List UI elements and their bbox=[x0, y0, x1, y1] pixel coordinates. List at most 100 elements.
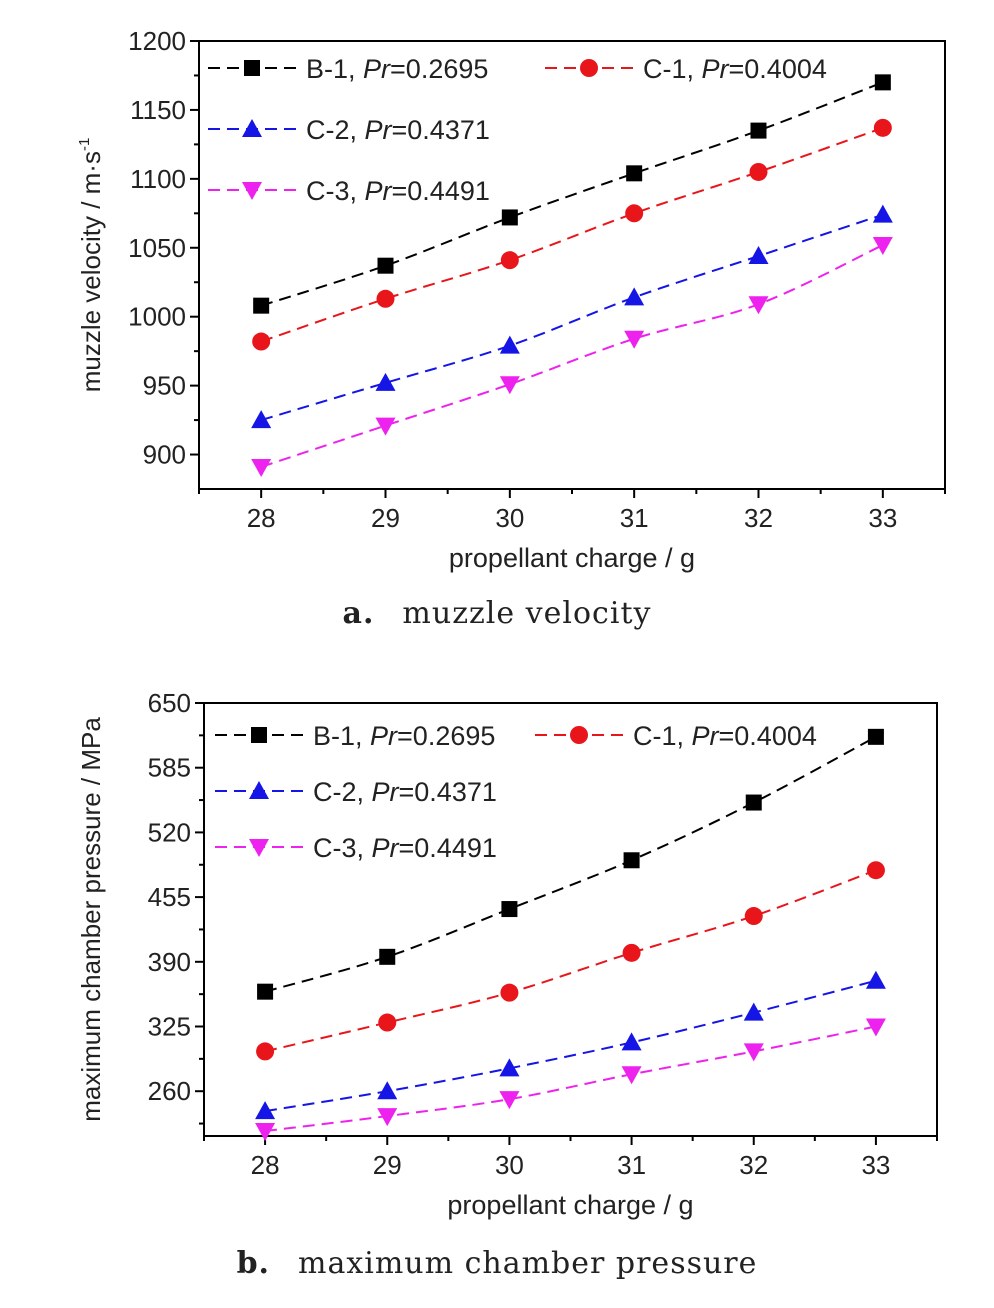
y-tick-label-b: 520 bbox=[148, 817, 191, 847]
chart-b-frame bbox=[203, 702, 938, 1137]
data-point-a-3-3 bbox=[624, 330, 645, 349]
data-point-a-1-3 bbox=[625, 204, 644, 223]
y-tick-label-a: 900 bbox=[143, 440, 186, 470]
y-tick-label-a: 950 bbox=[143, 371, 186, 401]
data-point-b-1-2 bbox=[500, 983, 519, 1002]
data-point-b-2-0 bbox=[255, 1101, 276, 1120]
data-point-a-3-2 bbox=[499, 376, 520, 395]
series-b-2 bbox=[255, 970, 886, 1120]
caption-b: b. maximum chamber pressure bbox=[0, 1246, 994, 1281]
series-a-1 bbox=[252, 118, 892, 351]
data-point-b-2-1 bbox=[377, 1081, 398, 1100]
data-point-b-3-2 bbox=[499, 1091, 520, 1110]
legend-label-a-1: C-1, Pr=0.4004 bbox=[643, 54, 827, 84]
series-line-b-0 bbox=[264, 735, 877, 993]
data-point-a-2-2 bbox=[499, 335, 520, 354]
x-tick-label-b: 30 bbox=[495, 1150, 524, 1180]
series-line-a-1 bbox=[260, 126, 884, 343]
x-tick-label-a: 33 bbox=[868, 503, 897, 533]
data-point-a-3-1 bbox=[375, 417, 396, 436]
data-point-a-3-0 bbox=[251, 458, 272, 477]
data-point-a-1-5 bbox=[873, 118, 892, 137]
series-line-a-3 bbox=[260, 244, 884, 468]
legend-marker-b-1 bbox=[570, 726, 588, 744]
data-point-a-0-1 bbox=[377, 257, 394, 274]
series-a-2 bbox=[251, 204, 893, 429]
data-point-a-2-1 bbox=[375, 372, 396, 391]
data-point-a-0-3 bbox=[626, 165, 643, 182]
caption-b-text: maximum chamber pressure bbox=[298, 1246, 758, 1281]
data-point-b-0-4 bbox=[745, 794, 762, 811]
data-point-b-2-3 bbox=[621, 1032, 642, 1051]
y-tick-label-a: 1050 bbox=[128, 233, 186, 263]
series-b-0 bbox=[257, 728, 884, 1000]
data-point-b-0-1 bbox=[379, 948, 396, 965]
caption-a-text: muzzle velocity bbox=[402, 596, 652, 631]
data-point-a-0-0 bbox=[253, 297, 270, 314]
data-point-b-0-5 bbox=[867, 728, 884, 745]
x-tick-label-a: 29 bbox=[371, 503, 400, 533]
data-point-a-1-0 bbox=[252, 332, 271, 351]
legend-marker-a-3 bbox=[242, 182, 262, 200]
series-a-3 bbox=[251, 237, 893, 477]
caption-a-letter: a. bbox=[342, 596, 375, 631]
y-axis-label-a: muzzle velocity / m·s-1 bbox=[76, 138, 106, 393]
data-point-a-3-4 bbox=[748, 296, 769, 315]
chart-b-svg: 28 29 30 31 32 33 260 325 390 455 520 585 650 propell… bbox=[76, 688, 938, 1220]
series-a-0 bbox=[253, 74, 891, 314]
x-tick-label-a: 30 bbox=[495, 503, 524, 533]
data-point-a-2-3 bbox=[624, 287, 645, 306]
data-point-b-2-4 bbox=[743, 1002, 764, 1021]
data-point-b-1-5 bbox=[866, 861, 885, 880]
series-line-b-2 bbox=[264, 979, 877, 1113]
data-point-b-2-5 bbox=[865, 970, 886, 989]
legend-marker-a-2 bbox=[242, 119, 262, 137]
x-tick-label-b: 32 bbox=[739, 1150, 768, 1180]
legend-marker-a-0 bbox=[244, 60, 260, 76]
y-tick-label-b: 260 bbox=[148, 1076, 191, 1106]
chart-a-svg: 28 29 30 31 32 33 900 950 1000 1050 1100 1150 1200 pr… bbox=[76, 26, 946, 573]
data-point-b-1-0 bbox=[256, 1042, 275, 1061]
series-b-1 bbox=[256, 861, 885, 1061]
y-tick-label-a: 1200 bbox=[128, 26, 186, 56]
legend-marker-b-2 bbox=[249, 781, 269, 799]
y-tick-label-b: 650 bbox=[148, 688, 191, 718]
legend-marker-b-0 bbox=[251, 727, 267, 743]
y-tick-label-a: 1000 bbox=[128, 302, 186, 332]
data-point-a-2-0 bbox=[251, 410, 272, 429]
y-tick-label-a: 1100 bbox=[130, 164, 186, 194]
data-point-b-0-2 bbox=[501, 901, 518, 918]
caption-a: a. muzzle velocity bbox=[0, 596, 994, 631]
y-tick-label-a: 1150 bbox=[130, 95, 186, 125]
x-axis-label-a: propellant charge / g bbox=[449, 543, 695, 573]
y-tick-label-b: 325 bbox=[148, 1012, 191, 1042]
data-point-b-2-2 bbox=[499, 1058, 520, 1077]
chart-panel-b: 28 29 30 31 32 33 260 325 390 455 520 585 650 propell… bbox=[0, 650, 994, 1308]
data-point-a-2-5 bbox=[872, 204, 893, 223]
data-point-a-1-1 bbox=[376, 289, 395, 308]
caption-b-letter: b. bbox=[236, 1246, 270, 1281]
data-point-a-0-2 bbox=[501, 209, 518, 226]
data-point-a-0-4 bbox=[750, 122, 767, 139]
x-tick-label-a: 32 bbox=[744, 503, 773, 533]
data-point-b-3-5 bbox=[865, 1018, 886, 1037]
data-point-b-1-1 bbox=[378, 1013, 397, 1032]
series-line-a-0 bbox=[260, 81, 884, 307]
y-tick-label-b: 455 bbox=[148, 882, 191, 912]
legend-label-b-0: B-1, Pr=0.2695 bbox=[313, 721, 495, 751]
y-tick-label-b: 585 bbox=[148, 753, 191, 783]
chart-a-frame bbox=[198, 40, 946, 490]
x-tick-label-a: 28 bbox=[247, 503, 276, 533]
x-tick-label-a: 31 bbox=[620, 503, 649, 533]
data-point-b-3-0 bbox=[255, 1123, 276, 1142]
legend-marker-a-1 bbox=[580, 59, 598, 77]
legend-label-a-0: B-1, Pr=0.2695 bbox=[306, 54, 488, 84]
legend-label-b-1: C-1, Pr=0.4004 bbox=[633, 721, 817, 751]
x-tick-label-b: 29 bbox=[373, 1150, 402, 1180]
data-point-b-1-3 bbox=[622, 943, 641, 962]
series-line-a-2 bbox=[260, 213, 884, 422]
x-tick-label-b: 33 bbox=[861, 1150, 890, 1180]
chart-panel-a: 28 29 30 31 32 33 900 950 1000 1050 1100 1150 1200 pr… bbox=[0, 0, 994, 650]
data-point-a-0-5 bbox=[874, 74, 891, 91]
data-point-a-1-4 bbox=[749, 162, 768, 181]
